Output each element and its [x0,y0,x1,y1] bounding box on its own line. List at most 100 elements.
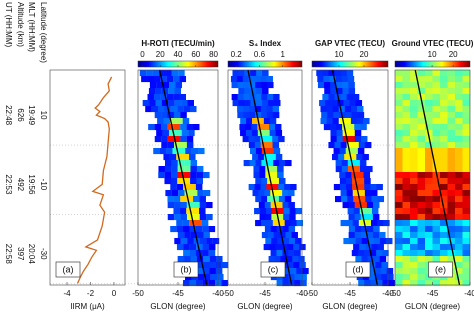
heatmap-cell [462,76,471,83]
heatmap-cell [344,118,352,125]
heatmap-cell [410,280,418,287]
heatmap-cell [417,136,426,143]
heatmap-cell [176,244,184,251]
heatmap-cell [167,136,175,143]
heatmap-cell [432,142,441,149]
heatmap-cell [417,142,426,149]
heatmap-cell [352,190,360,197]
heatmap-cell [339,172,346,179]
heatmap-cell [410,244,418,251]
panel-label: (d) [353,264,364,274]
heatmap-cell [320,118,327,125]
heatmap-cell [284,196,292,203]
heatmap-cell [353,244,360,251]
heatmap-cell [277,214,284,221]
heatmap-cell [288,202,295,209]
heatmap-cell [425,160,433,167]
heatmap-cell [395,214,403,221]
heatmap-cell [425,280,433,287]
heatmap-cell [158,172,165,179]
heatmap-cell [440,100,448,107]
heatmap-cell [332,106,340,113]
heatmap-cell [322,70,329,77]
heatmap-cell [187,238,194,245]
y-tick-label: 19:56 [27,174,36,195]
heatmap-cell [206,202,213,209]
heatmap-cell [462,250,471,257]
heatmap-cell [279,160,286,167]
heatmap-cell [348,136,356,143]
y-tick-label: 626 [16,108,25,122]
heatmap-cell [462,178,471,185]
heatmap-cell [263,244,271,251]
heatmap-cell [282,202,289,209]
heatmap-cell [462,148,471,155]
heatmap-cell [402,220,411,227]
heatmap-cell [240,130,247,137]
heatmap-cell [363,250,371,257]
heatmap-cell [204,274,211,281]
heatmap-cell [395,220,403,227]
heatmap-cell [197,274,205,281]
track-line [158,69,208,286]
heatmap-cell [266,184,273,191]
heatmap-cell [167,196,174,203]
track-line [414,69,461,286]
heatmap-cell [425,202,433,209]
heatmap-cell [255,82,262,89]
heatmap-cell [273,148,281,155]
heatmap-cell [162,82,170,89]
heatmap-cell [410,214,418,221]
heatmap-cell [425,214,433,221]
heatmap-cell [333,184,341,191]
x-tick-label: -50 [132,289,144,298]
heatmap-cell [410,250,418,257]
heatmap-cell [206,214,213,221]
heatmap-cell [265,238,272,245]
heatmap-cell [190,166,197,173]
heatmap-cell [261,82,268,89]
heatmap-cell [347,160,355,167]
heatmap-cell [298,256,305,263]
heatmap-cell [267,82,274,89]
heatmap-cell [196,256,204,263]
heatmap-cell [183,172,191,179]
heatmap-cell [372,202,380,209]
heatmap-cell [339,184,347,191]
panel-label: (e) [435,264,446,274]
heatmap-cell [189,226,196,233]
heatmap-cell [237,112,244,119]
heatmap-cell [237,106,244,113]
heatmap-cell [455,208,463,215]
heatmap-cell [425,82,433,89]
heatmap-cell [266,220,274,227]
heatmap-cell [159,148,167,155]
heatmap-cell [270,202,278,209]
heatmap-cell [447,172,456,179]
heatmap-cell [395,94,403,101]
heatmap-cell [367,256,375,263]
y-tick-label: -30 [39,248,48,260]
heatmap-cell [447,154,456,161]
heatmap-cell [177,106,184,113]
heatmap-cell [182,118,190,125]
heatmap-cell [417,250,426,257]
heatmap-cell [376,184,383,191]
heatmap-cell [440,244,448,251]
heatmap-cell [170,106,178,113]
heatmap-cell [190,256,197,263]
heatmap-cell [287,244,294,251]
heatmap-cell [231,94,239,101]
heatmap-cell [447,220,456,227]
heatmap-cell [417,184,426,191]
heatmap-cell [417,178,426,185]
heatmap-cell [187,100,194,107]
heatmap-cell [248,136,256,143]
panel-label-box [55,261,81,278]
heatmap-cell [196,244,203,251]
heatmap-cell [203,172,210,179]
heatmap-cell [168,130,176,137]
heatmap-cell [270,226,278,233]
heatmap-cell [348,202,356,209]
heatmap-cell [352,142,360,149]
